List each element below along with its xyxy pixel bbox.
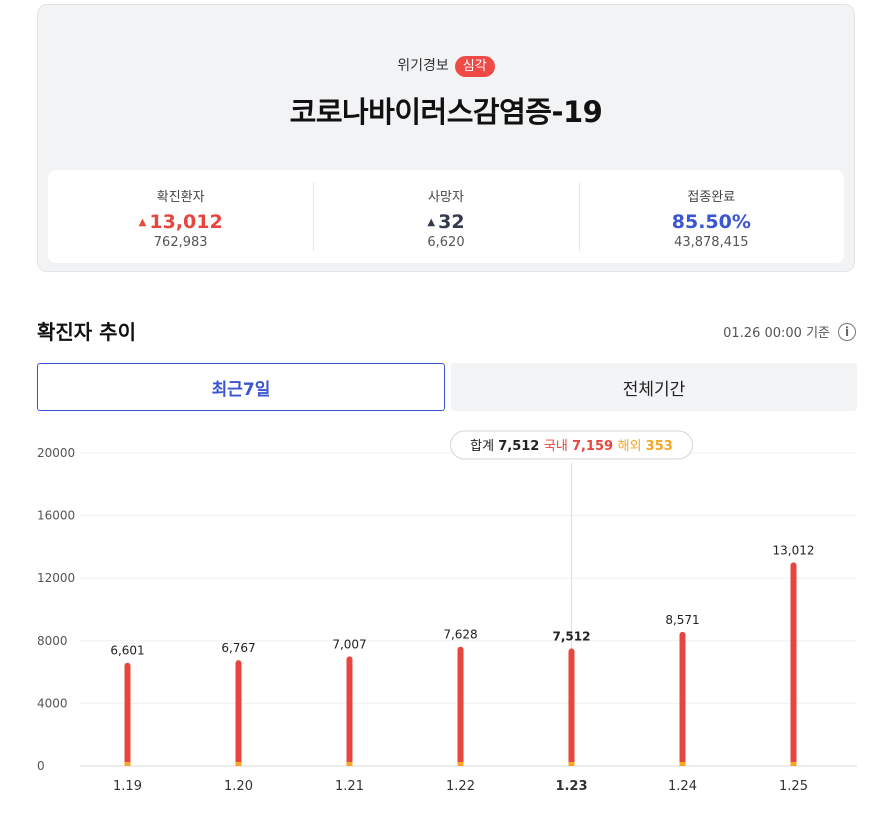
- y-tick-label: 8000: [37, 634, 68, 648]
- stat-value: ▲ 32: [427, 211, 465, 233]
- data-label: 8,571: [665, 613, 699, 627]
- as-of-time: 01.26 00:00 기준 i: [723, 322, 856, 341]
- stat-vaccinated: 접종완료 85.50% 43,878,415: [578, 170, 844, 263]
- stat-value: 85.50%: [671, 211, 751, 233]
- x-tick-label: 1.25: [779, 779, 808, 794]
- stat-label: 접종완료: [687, 190, 736, 205]
- data-label: 7,628: [443, 628, 477, 642]
- x-tick-label: 1.19: [113, 779, 142, 794]
- x-tick-label: 1.20: [224, 779, 253, 794]
- alert-row: 위기경보 심각: [38, 55, 854, 77]
- tooltip-part: 해외: [618, 439, 646, 454]
- bar: [790, 562, 797, 766]
- as-of-label: 01.26 00:00 기준: [723, 326, 830, 341]
- stat-label: 확진환자: [156, 190, 205, 205]
- tooltip-part: 353: [646, 439, 673, 454]
- tooltip-bg: [450, 430, 693, 460]
- tooltip-part: 국내: [544, 439, 572, 454]
- y-tick-label: 0: [37, 759, 45, 773]
- stat-total: 762,983: [153, 235, 208, 250]
- up-arrow-icon: ▲: [138, 217, 147, 228]
- bar: [457, 646, 464, 766]
- alert-level-badge: 심각: [454, 55, 495, 77]
- y-tick-label: 20000: [37, 446, 75, 460]
- y-tick-label: 16000: [37, 509, 75, 523]
- data-label: 7,007: [332, 637, 366, 651]
- bar-overseas: [124, 762, 131, 766]
- stat-confirmed: 확진환자 ▲ 13,012 762,983: [48, 170, 313, 263]
- status-card: 위기경보 심각 코로나바이러스감염증-19 확진환자 ▲ 13,012 762,98…: [37, 4, 855, 272]
- data-label: 7,512: [553, 629, 591, 643]
- tooltip: 합계 7,512 국내 7,159 해외 353: [450, 430, 693, 460]
- stat-value: ▲ 13,012: [138, 211, 223, 233]
- stat-deaths: 사망자 ▲ 32 6,620: [313, 170, 578, 263]
- tooltip-text: 합계 7,512 국내 7,159 해외 353: [470, 439, 673, 454]
- bar: [124, 662, 131, 766]
- data-label: 6,767: [221, 641, 255, 655]
- tooltip-part: 7,512: [498, 439, 544, 454]
- tooltip-part: 7,159: [572, 439, 618, 454]
- data-label: 13,012: [773, 543, 815, 557]
- bar: [235, 660, 242, 766]
- page-title: 코로나바이러스감염증-19: [289, 95, 603, 129]
- bar: [568, 648, 575, 766]
- stat-label: 사망자: [428, 190, 464, 205]
- bar-overseas: [790, 762, 797, 766]
- data-label: 6,601: [110, 644, 144, 658]
- x-tick-label: 1.22: [446, 779, 475, 794]
- bar-overseas: [568, 762, 575, 766]
- up-arrow-icon: ▲: [427, 217, 436, 228]
- bar-overseas: [457, 762, 464, 766]
- bar-overseas: [235, 762, 242, 766]
- x-tick-label: 1.21: [335, 779, 364, 794]
- x-tick-label: 1.24: [668, 779, 697, 794]
- y-tick-label: 12000: [37, 571, 75, 585]
- bar-overseas: [346, 762, 353, 766]
- alert-label: 위기경보: [397, 58, 449, 74]
- bar: [346, 656, 353, 766]
- info-icon[interactable]: i: [838, 322, 856, 341]
- period-tabs: 최근7일 전체기간: [37, 363, 857, 411]
- section-title: 확진자 추이: [37, 320, 136, 344]
- stats-panel: 확진환자 ▲ 13,012 762,983 사망자 ▲ 32 6,620 접종완료 …: [48, 170, 844, 263]
- bar: [679, 631, 686, 766]
- stat-total: 6,620: [427, 235, 465, 250]
- x-tick-label: 1.23: [555, 779, 587, 794]
- stat-total: 43,878,415: [674, 235, 749, 250]
- y-tick-label: 4000: [37, 696, 68, 710]
- tooltip-part: 합계: [470, 439, 498, 454]
- confirmed-cases-chart: 0 4000 8000 12000 16000 20000 6,601 1.19 6,767 1.…: [37, 430, 857, 794]
- bar-overseas: [679, 762, 686, 766]
- tab-recent-7-days[interactable]: 최근7일: [37, 363, 445, 411]
- tab-all-period[interactable]: 전체기간: [451, 363, 857, 411]
